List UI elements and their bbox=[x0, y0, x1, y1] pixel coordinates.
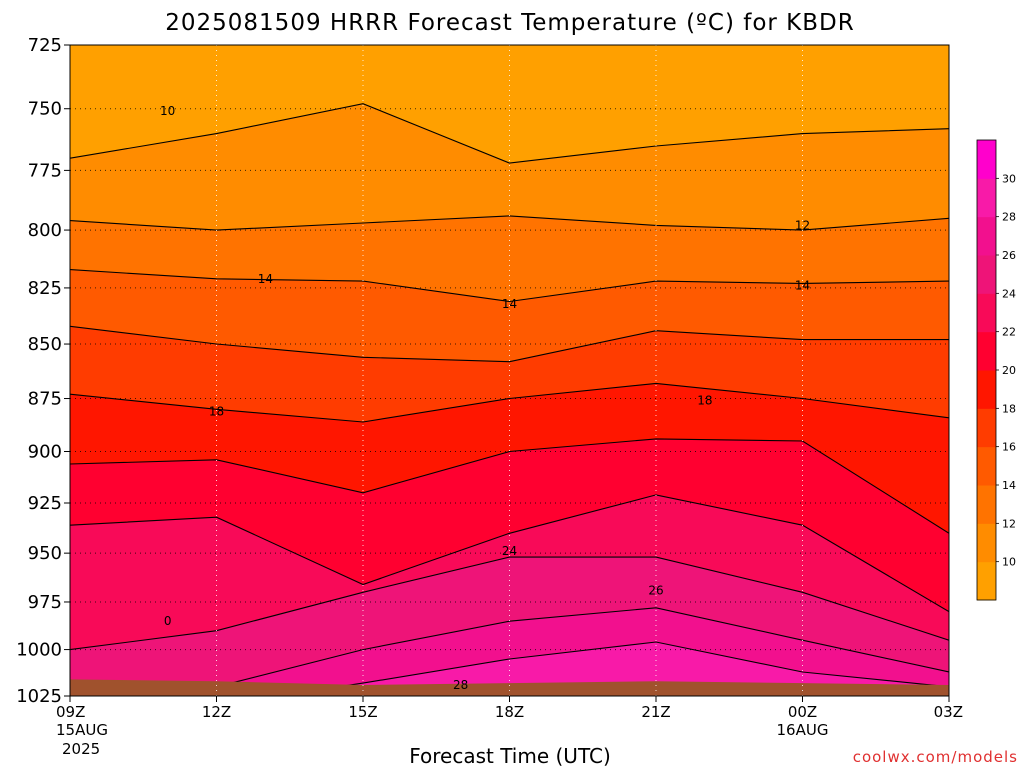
y-tick-label: 775 bbox=[28, 160, 62, 181]
dotted-grid bbox=[70, 45, 949, 696]
colorbar-swatch bbox=[977, 370, 996, 409]
y-tick-label: 950 bbox=[28, 543, 62, 564]
x-tick-label: 03Z bbox=[934, 703, 963, 721]
colorbar-swatch bbox=[977, 140, 996, 179]
colorbar-swatch bbox=[977, 561, 996, 601]
colorbar-tick-label: 20 bbox=[1002, 364, 1016, 377]
isotherm-label-14: 14 bbox=[502, 297, 517, 311]
y-tick-label: 975 bbox=[28, 592, 62, 613]
colorbar-swatch bbox=[977, 255, 996, 294]
isotherm-14 bbox=[70, 269, 949, 303]
band-above-28 bbox=[277, 642, 949, 696]
x-tick-label: 09Z bbox=[56, 703, 85, 721]
x-tick-label: 18Z bbox=[495, 703, 524, 721]
chart-title: 2025081509 HRRR Forecast Temperature (ºC… bbox=[165, 10, 854, 36]
x-tick-label: 12Z bbox=[202, 703, 231, 721]
y-tick-label: 725 bbox=[28, 35, 62, 56]
plot-area: 10 12 14 14 14 18 18 24 26 28 0 bbox=[70, 45, 949, 696]
x-tick-year: 2025 bbox=[62, 740, 100, 758]
colorbar-swatch bbox=[977, 523, 996, 563]
x-tick-label: 15Z bbox=[348, 703, 377, 721]
ground-surface bbox=[70, 679, 949, 696]
colorbar-swatch bbox=[977, 331, 996, 371]
colorbar-swatch bbox=[977, 216, 996, 256]
colorbar-swatch bbox=[977, 293, 996, 333]
isotherm-label-28: 28 bbox=[453, 678, 468, 692]
isotherm-28 bbox=[273, 641, 949, 696]
y-tick-label: 750 bbox=[28, 99, 62, 120]
isotherm-label-26: 26 bbox=[648, 583, 663, 597]
colorbar-swatch bbox=[977, 485, 996, 524]
isotherm-label-14: 14 bbox=[795, 279, 810, 293]
isotherm-16 bbox=[70, 325, 949, 363]
colorbar-tick-label: 10 bbox=[1002, 556, 1016, 569]
colorbar-tick-label: 14 bbox=[1002, 479, 1016, 492]
y-tick-label: 825 bbox=[28, 278, 62, 299]
colorbar-swatch bbox=[977, 178, 996, 218]
colorbar-tick-label: 28 bbox=[1002, 211, 1016, 224]
y-tick-label: 900 bbox=[28, 441, 62, 462]
isotherm-label-24: 24 bbox=[502, 544, 517, 558]
isotherm-label-14: 14 bbox=[258, 272, 273, 286]
y-tick-label: 875 bbox=[28, 389, 62, 410]
y-axis-pressure: 725 750 775 800 825 850 875 900 925 950 975 1000 102… bbox=[16, 35, 70, 707]
y-tick-label: 925 bbox=[28, 493, 62, 514]
isotherm-labels: 10 12 14 14 14 18 18 24 26 28 0 bbox=[160, 104, 810, 692]
isotherm-label-18: 18 bbox=[209, 404, 224, 418]
colorbar-tick-label: 18 bbox=[1002, 402, 1016, 415]
isotherm-10 bbox=[70, 103, 949, 164]
isotherm-label-10: 10 bbox=[160, 104, 175, 118]
x-tick-label: 21Z bbox=[641, 703, 670, 721]
colorbar-tick-label: 26 bbox=[1002, 249, 1016, 262]
isotherm-18 bbox=[70, 382, 949, 423]
colorbar-tick-label: 22 bbox=[1002, 326, 1016, 339]
isotherm-label-0: 0 bbox=[164, 614, 172, 628]
y-tick-label: 800 bbox=[28, 220, 62, 241]
colorbar-tick-label: 12 bbox=[1002, 517, 1016, 530]
x-axis-label: Forecast Time (UTC) bbox=[409, 744, 611, 768]
x-tick-label: 00Z bbox=[788, 703, 817, 721]
colorbar-tick-label: 16 bbox=[1002, 441, 1016, 454]
x-tick-date: 15AUG bbox=[56, 721, 108, 739]
temperature-fill-bands bbox=[70, 45, 949, 696]
below-ground-fill bbox=[70, 679, 949, 696]
isotherm-label-18: 18 bbox=[697, 394, 712, 408]
credit-text: coolwx.com/models bbox=[853, 748, 1018, 766]
colorbar-tick-label: 30 bbox=[1002, 172, 1016, 185]
x-tick-date: 16AUG bbox=[777, 721, 829, 739]
isotherm-label-12: 12 bbox=[795, 218, 810, 232]
colorbar-swatch bbox=[977, 408, 996, 448]
y-tick-label: 850 bbox=[28, 334, 62, 355]
y-tick-label: 1000 bbox=[16, 640, 62, 661]
colorbar-swatch bbox=[977, 446, 996, 486]
colorbar-legend: 10 12 14 16 18 20 22 24 26 28 30 bbox=[976, 139, 1016, 601]
y-tick-label: 1025 bbox=[16, 686, 62, 707]
colorbar-tick-label: 24 bbox=[1002, 287, 1016, 300]
